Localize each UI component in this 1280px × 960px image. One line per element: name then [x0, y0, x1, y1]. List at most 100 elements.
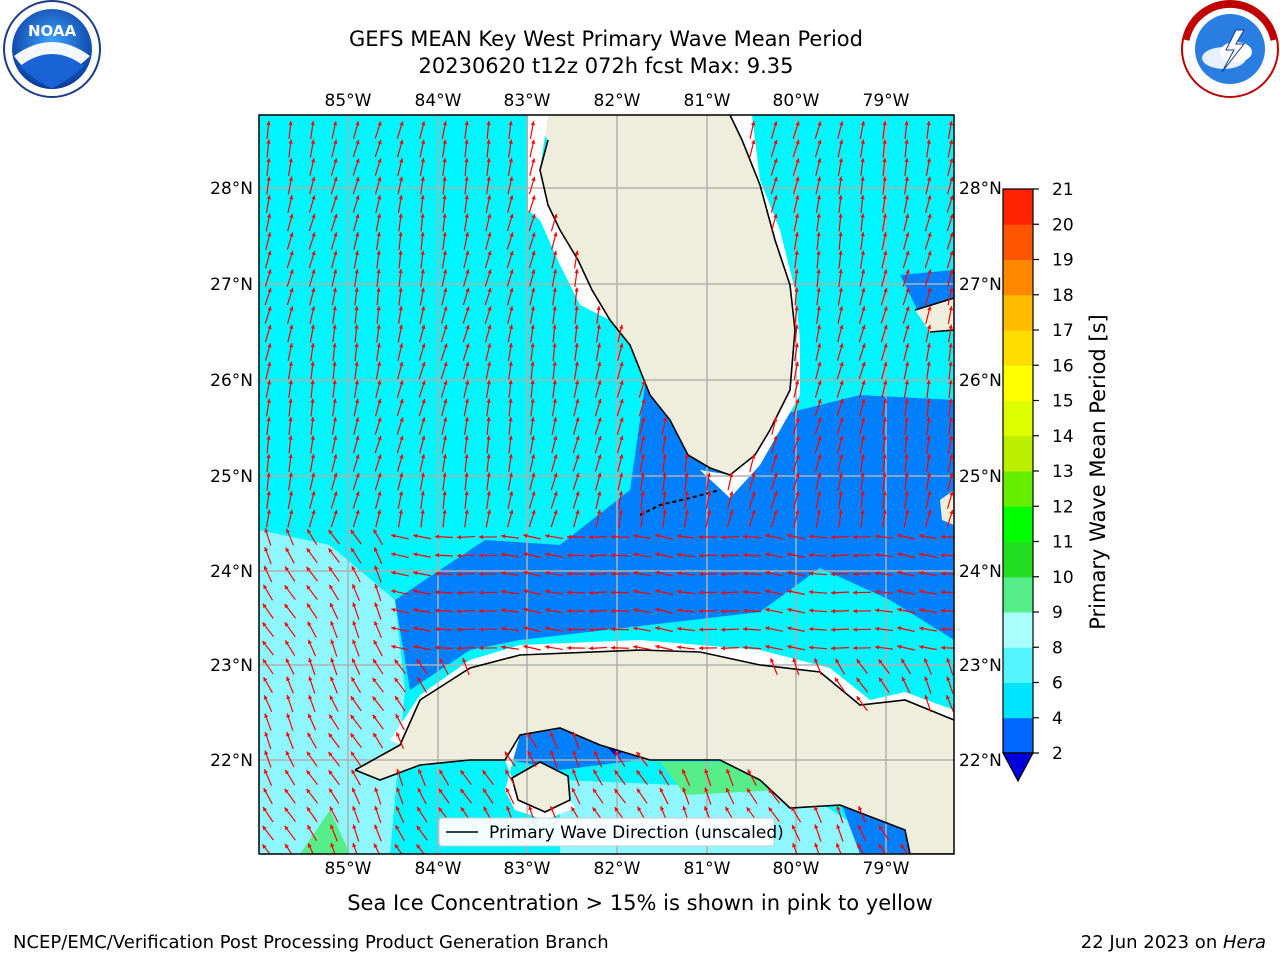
wave-arrow	[528, 509, 536, 528]
wave-arrow	[947, 435, 954, 454]
wave-arrow	[727, 472, 734, 491]
latitude-label: 25°N	[210, 467, 253, 487]
wave-arrow	[720, 627, 740, 632]
colorbar-segment	[1003, 365, 1033, 401]
wave-arrow	[792, 657, 800, 676]
wave-arrow	[595, 361, 602, 380]
wave-arrow	[484, 324, 492, 343]
wave-arrow	[501, 645, 519, 650]
wave-arrow	[330, 842, 336, 854]
wave-arrow	[926, 120, 931, 140]
wave-arrow	[594, 435, 602, 454]
wave-arrow	[395, 806, 405, 823]
wave-arrow	[566, 590, 586, 595]
wave-arrow	[288, 380, 293, 398]
chart-subtitle: 20230620 t12z 072h fcst Max: 9.35	[418, 54, 794, 78]
wave-arrow	[306, 584, 318, 601]
wave-arrow	[793, 343, 799, 361]
wave-arrow	[374, 435, 382, 454]
wave-arrow	[441, 269, 448, 287]
wave-arrow	[352, 602, 360, 620]
wave-arrow	[904, 120, 909, 140]
wave-arrow	[925, 176, 932, 195]
wave-arrow	[919, 607, 937, 614]
wave-arrow	[742, 626, 762, 632]
wave-arrow	[375, 213, 382, 232]
wave-arrow	[572, 417, 580, 435]
footer-timestamp: 22 Jun 2023 on Hera	[1081, 932, 1266, 953]
wave-arrow	[442, 157, 447, 177]
wave-arrow	[375, 509, 382, 528]
colorbar-segment	[1003, 506, 1033, 542]
wave-arrow	[391, 607, 409, 614]
wave-arrow	[485, 213, 492, 232]
wave-arrow	[375, 195, 382, 213]
wave-arrow	[456, 627, 476, 632]
wave-arrow	[588, 553, 608, 558]
wave-arrow	[792, 472, 800, 491]
wave-arrow	[353, 213, 360, 232]
wave-arrow	[507, 509, 514, 528]
colorbar-segment	[1003, 330, 1033, 366]
wave-arrow	[830, 590, 850, 595]
colorbar: 2 4 6 8 9 10 11 12 13 14 15 16 17 18 19 20 21	[1001, 180, 1074, 783]
wave-arrow	[419, 472, 426, 491]
wave-arrow	[545, 534, 563, 540]
wave-arrow	[836, 343, 844, 361]
wave-arrow	[413, 533, 431, 540]
wave-arrow	[413, 570, 431, 577]
wave-arrow	[946, 694, 954, 713]
wave-arrow	[354, 269, 359, 287]
wave-arrow	[398, 306, 403, 324]
wave-arrow	[462, 343, 470, 361]
wave-arrow	[485, 343, 492, 361]
wave-arrow	[720, 572, 740, 577]
wave-arrow	[328, 769, 340, 786]
wave-arrow	[351, 565, 361, 583]
colorbar-tick-label: 9	[1052, 603, 1063, 623]
wave-arrow	[926, 139, 931, 158]
wave-arrow	[948, 379, 953, 399]
wave-arrow	[478, 590, 498, 595]
wave-arrow	[416, 825, 428, 841]
wave-arrow	[946, 676, 954, 694]
wave-arrow	[881, 250, 888, 269]
colorbar-segment	[1003, 294, 1033, 331]
wave-arrow	[792, 121, 800, 139]
longitude-label: 83°W	[504, 859, 551, 879]
wave-arrow	[418, 343, 426, 361]
wave-arrow	[720, 646, 740, 651]
wave-arrow	[549, 732, 559, 749]
wave-arrow	[837, 324, 844, 343]
wave-arrow	[770, 472, 778, 491]
wave-arrow	[307, 732, 317, 749]
map-area	[259, 115, 954, 854]
wave-arrow	[262, 622, 274, 637]
wave-arrow	[261, 844, 271, 854]
wave-arrow	[506, 250, 514, 269]
wave-arrow	[528, 250, 536, 269]
wave-arrow	[792, 139, 800, 158]
wave-arrow	[748, 491, 756, 509]
wave-arrow	[434, 553, 454, 558]
wave-arrow	[616, 435, 624, 454]
wave-arrow	[617, 343, 624, 361]
wave-arrow	[419, 121, 426, 139]
wave-arrow	[374, 787, 382, 805]
wave-arrow	[332, 398, 337, 417]
wave-arrow	[506, 213, 514, 232]
wave-arrow	[352, 454, 360, 472]
wave-arrow	[742, 571, 762, 576]
wave-arrow	[310, 398, 315, 417]
wave-arrow	[464, 139, 469, 158]
wave-arrow	[413, 589, 431, 595]
wave-arrow	[550, 454, 558, 472]
wave-arrow	[462, 306, 470, 324]
longitude-label: 85°W	[325, 859, 372, 879]
colorbar-tick-label: 13	[1052, 462, 1074, 482]
wave-arrow	[880, 324, 888, 343]
wave-arrow	[441, 398, 448, 417]
wave-arrow	[881, 232, 888, 250]
wave-arrow	[507, 472, 514, 491]
wave-arrow	[456, 553, 476, 558]
